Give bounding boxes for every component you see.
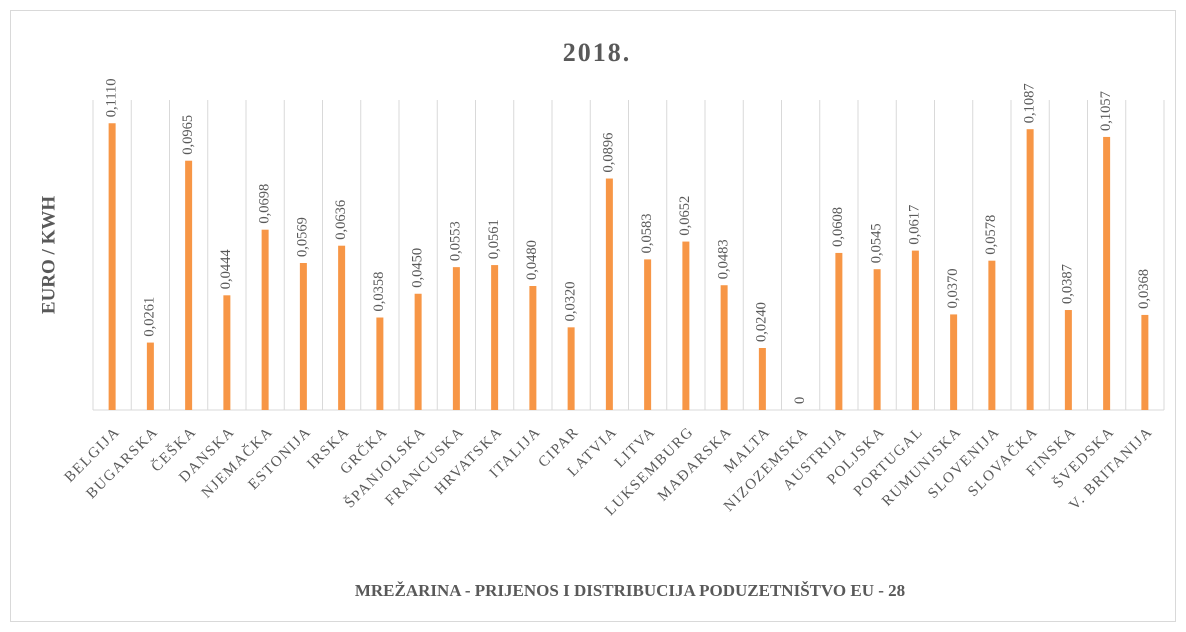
value-label: 0,0636 [333, 200, 349, 240]
bar [644, 259, 652, 410]
bar [911, 250, 919, 410]
value-label: 0,0569 [295, 217, 311, 257]
value-label: 0,0545 [868, 223, 884, 263]
value-label: 0,0608 [830, 207, 846, 247]
value-label: 0,0320 [562, 281, 578, 321]
bar [1064, 310, 1072, 410]
bar [299, 263, 307, 410]
bar [261, 229, 269, 410]
y-axis-label: EURO / KWH [38, 196, 59, 314]
value-label: 0,0483 [715, 239, 731, 279]
bar [567, 327, 575, 410]
chart-border [10, 10, 1176, 622]
bar [682, 241, 690, 410]
bar [873, 269, 881, 410]
bar [605, 178, 613, 410]
value-label: 0,0583 [639, 214, 655, 254]
value-label: 0,0896 [601, 133, 617, 173]
value-label: 0,0368 [1136, 269, 1152, 309]
bar [491, 265, 499, 410]
bar [1026, 129, 1034, 411]
value-label: 0,0698 [256, 184, 272, 224]
bar [452, 267, 460, 410]
bar [146, 342, 154, 410]
value-label: 0,0444 [218, 249, 234, 290]
bar [529, 286, 537, 410]
value-label: 0,0561 [486, 219, 502, 259]
bar [720, 285, 728, 410]
x-axis-label: MREŽARINA - PRIJENOS I DISTRIBUCIJA PODU… [355, 581, 905, 600]
bar [1141, 314, 1149, 410]
value-label: 0,1087 [1021, 83, 1037, 123]
bar [185, 160, 193, 410]
bar [414, 293, 422, 410]
bar [835, 252, 843, 410]
value-label: 0,0450 [409, 248, 425, 288]
bar [223, 295, 231, 410]
chart-title: 2018. [563, 38, 632, 67]
value-label: 0,0358 [371, 272, 387, 312]
value-label: 0,1057 [1098, 91, 1114, 131]
bar [338, 245, 346, 410]
bar [988, 260, 996, 410]
value-label: 0,0578 [983, 215, 999, 255]
value-label: 0,0553 [448, 221, 464, 261]
bar [108, 123, 116, 410]
value-label: 0,0652 [677, 196, 693, 236]
value-label: 0,0387 [1060, 264, 1076, 304]
value-label: 0,0965 [180, 115, 196, 155]
value-label: 0 [792, 397, 808, 404]
bar [950, 314, 958, 410]
bar [1103, 136, 1111, 411]
value-label: 0,0480 [524, 240, 540, 280]
value-label: 0,0370 [945, 269, 961, 309]
bar [758, 348, 766, 410]
value-label: 0,0617 [907, 205, 923, 245]
value-label: 0,0261 [142, 297, 158, 337]
value-label: 0,1110 [103, 78, 119, 117]
value-label: 0,0240 [754, 302, 770, 342]
bar [376, 317, 384, 410]
